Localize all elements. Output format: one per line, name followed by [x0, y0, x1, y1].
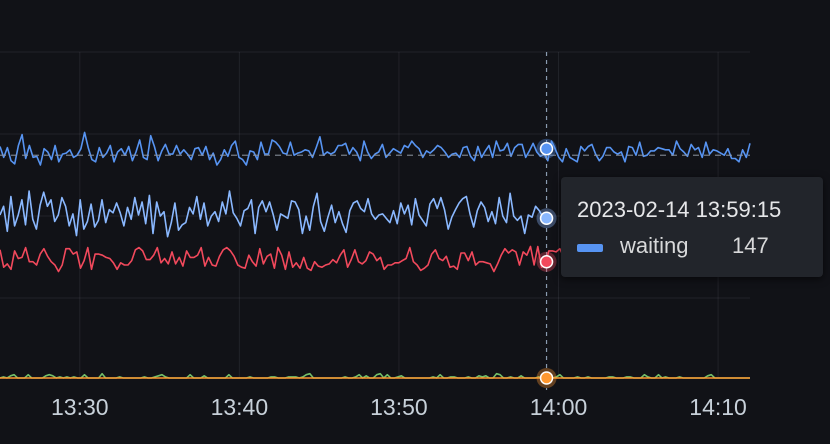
tooltip-timestamp: 2023-02-14 13:59:15 — [577, 197, 782, 222]
hover-marker — [539, 254, 554, 269]
tooltip-series-name: waiting — [620, 233, 689, 258]
tooltip-series-swatch — [577, 244, 603, 252]
series-line-0 — [0, 131, 751, 166]
hover-marker — [539, 211, 554, 226]
hover-layer — [536, 52, 557, 390]
x-tick-label: 13:50 — [370, 394, 428, 420]
x-tick-label: 14:10 — [689, 394, 747, 420]
x-tick-label: 14:00 — [530, 394, 588, 420]
tooltip-series-value: 147 — [732, 233, 769, 258]
hover-tooltip: 2023-02-14 13:59:15 waiting 147 — [561, 177, 823, 277]
hover-marker — [539, 141, 554, 156]
x-tick-label: 13:30 — [51, 394, 109, 420]
x-tick-label: 13:40 — [211, 394, 269, 420]
series-line-1 — [0, 190, 547, 238]
hover-marker — [539, 371, 554, 385]
x-axis: 13:30 13:40 13:50 14:00 14:10 — [51, 394, 747, 420]
